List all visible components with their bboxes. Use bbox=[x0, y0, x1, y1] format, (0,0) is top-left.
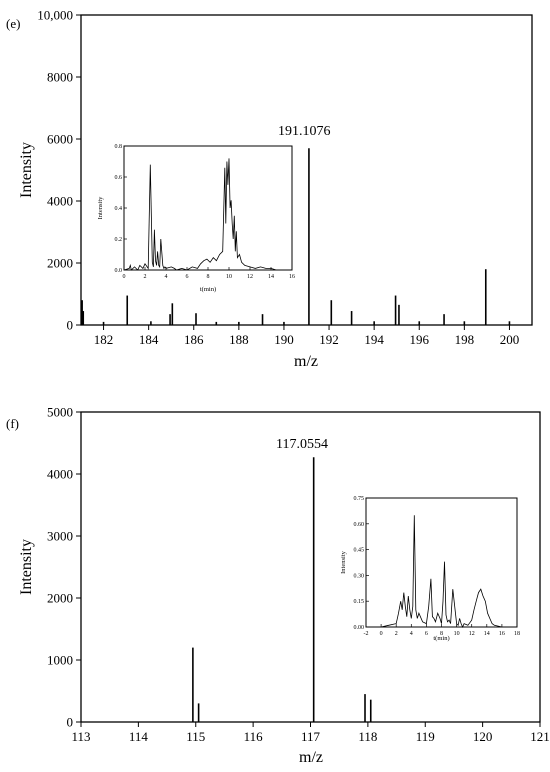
inset-x-tick-label: 2 bbox=[395, 631, 398, 637]
y-tick-label: 0 bbox=[67, 715, 74, 730]
x-tick-label: 192 bbox=[319, 332, 339, 347]
inset-x-tick-label: 16 bbox=[289, 274, 295, 280]
inset-x-tick-label: 4 bbox=[410, 631, 413, 637]
x-tick-label: 200 bbox=[500, 332, 520, 347]
x-axis-label: m/z bbox=[294, 353, 318, 370]
x-tick-label: 188 bbox=[229, 332, 249, 347]
inset-y-tick-label: 0.4 bbox=[115, 206, 123, 212]
y-tick-label: 4000 bbox=[47, 467, 73, 482]
inset-chromatogram: 0.0 0.2 0.4 0.6 0.8 0 2 4 6 8 10 12 14 16 t(min) Intens… bbox=[97, 144, 295, 293]
inset-x-tick-label: 2 bbox=[144, 274, 147, 280]
x-tick-label: 184 bbox=[139, 332, 159, 347]
x-tick-label: 120 bbox=[473, 729, 493, 744]
inset-chromatogram-line bbox=[366, 515, 517, 628]
plot-frame bbox=[80, 14, 533, 326]
inset-y-tick-label: 0.15 bbox=[354, 599, 365, 605]
inset-x-tick-label: 0 bbox=[380, 631, 383, 637]
inset-x-tick-label: 10 bbox=[226, 274, 232, 280]
inset-y-tick-label: 0.75 bbox=[354, 496, 365, 502]
inset-y-tick-label: 0.30 bbox=[354, 573, 365, 579]
peak-mz-label: 117.0554 bbox=[276, 437, 328, 452]
y-tick-label: 4000 bbox=[47, 194, 73, 209]
inset-x-tick-label: 10 bbox=[454, 631, 460, 637]
y-tick-label: 5000 bbox=[47, 405, 73, 420]
x-tick-label: 119 bbox=[416, 729, 435, 744]
y-tick-label: 3000 bbox=[47, 529, 73, 544]
panel-label: (e) bbox=[6, 16, 20, 31]
inset-x-tick-label: 16 bbox=[499, 631, 505, 637]
inset-x-axis-label: t(min) bbox=[200, 286, 216, 293]
x-tick-label: 194 bbox=[364, 332, 384, 347]
inset-y-tick-label: 0.45 bbox=[354, 548, 365, 554]
inset-x-tick-label: 14 bbox=[484, 631, 490, 637]
x-tick-label: 116 bbox=[244, 729, 264, 744]
inset-y-tick-label: 0.00 bbox=[354, 625, 365, 631]
inset-x-tick-label: 12 bbox=[247, 274, 253, 280]
inset-x-tick-label: 6 bbox=[186, 274, 189, 280]
inset-y-tick-label: 0.8 bbox=[115, 144, 123, 150]
inset-x-tick-label: 6 bbox=[425, 631, 428, 637]
peak-mz-label: 191.1076 bbox=[278, 124, 331, 139]
x-tick-label: 121 bbox=[530, 729, 550, 744]
y-tick-label: 8000 bbox=[47, 70, 73, 85]
y-axis-label: Intensity bbox=[18, 539, 35, 595]
x-axis-label: m/z bbox=[299, 749, 323, 766]
inset-x-tick-label: 8 bbox=[207, 274, 210, 280]
inset-chromatogram: 0.00 0.15 0.30 0.45 0.60 0.75 -2 0 2 4 6 8 10 12 14 16 1… bbox=[340, 496, 520, 642]
inset-x-tick-label: 0 bbox=[123, 274, 126, 280]
y-tick-label: 2000 bbox=[47, 256, 73, 271]
y-tick-label: 0 bbox=[67, 318, 74, 333]
chart-panel-f: (f) 0 1000 2000 3000 4000 5000 113 114 115 116 117 1… bbox=[6, 405, 550, 767]
inset-y-tick-label: 0.6 bbox=[115, 175, 123, 181]
y-tick-label: 2000 bbox=[47, 591, 73, 606]
x-tick-label: 115 bbox=[186, 729, 205, 744]
x-tick-label: 196 bbox=[410, 332, 430, 347]
x-tick-label: 118 bbox=[358, 729, 377, 744]
x-tick-label: 186 bbox=[184, 332, 204, 347]
inset-x-tick-label: 8 bbox=[440, 631, 443, 637]
y-axis-label: Intensity bbox=[18, 142, 35, 198]
inset-x-tick-label: 12 bbox=[469, 631, 475, 637]
x-tick-label: 114 bbox=[129, 729, 149, 744]
y-tick-label: 1000 bbox=[47, 653, 73, 668]
inset-x-tick-label: 14 bbox=[268, 274, 274, 280]
inset-y-tick-label: 0.60 bbox=[354, 522, 365, 528]
inset-y-axis-label: Intensity bbox=[97, 196, 104, 219]
inset-y-axis-label: Intensity bbox=[340, 550, 347, 573]
inset-y-tick-label: 0.0 bbox=[115, 268, 123, 274]
x-tick-label: 190 bbox=[274, 332, 294, 347]
x-tick-label: 113 bbox=[71, 729, 90, 744]
inset-x-tick-label: 18 bbox=[514, 631, 520, 637]
x-tick-label: 198 bbox=[455, 332, 475, 347]
inset-x-tick-label: 4 bbox=[165, 274, 168, 280]
inset-x-axis-label: t(min) bbox=[433, 635, 449, 642]
inset-y-tick-label: 0.2 bbox=[115, 237, 123, 243]
x-tick-label: 117 bbox=[301, 729, 321, 744]
inset-frame bbox=[365, 497, 518, 628]
x-tick-label: 182 bbox=[94, 332, 114, 347]
y-tick-label: 10,000 bbox=[37, 8, 73, 23]
inset-chromatogram-line bbox=[123, 158, 292, 271]
panel-label: (f) bbox=[6, 416, 19, 431]
y-tick-label: 6000 bbox=[47, 132, 73, 147]
inset-x-tick-label: -2 bbox=[364, 631, 369, 637]
